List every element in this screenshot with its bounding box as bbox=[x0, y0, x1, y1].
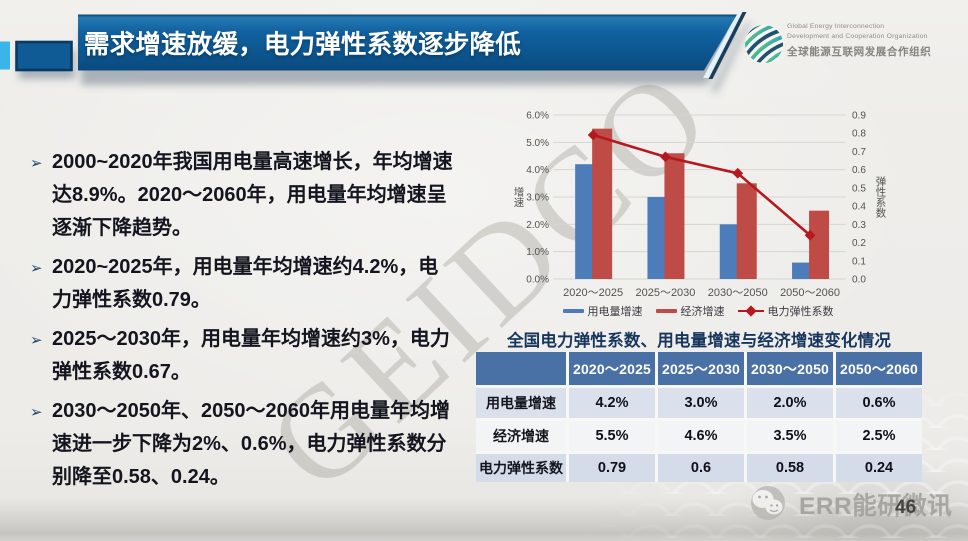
table-value-cell: 0.79 bbox=[569, 454, 655, 482]
right-axis-tick: 0.3 bbox=[852, 220, 866, 231]
table-value-cell: 0.6% bbox=[836, 388, 922, 418]
bullet-item-2: ➢ 2020~2025年，用电量年均增速约4.2%，电力弹性系数0.79。 bbox=[30, 251, 458, 317]
data-table: 2020～2025 2025～2030 2030～2050 2050～2060 用电量增… bbox=[476, 352, 922, 482]
geidco-logo: Global Energy Interconnection Developmen… bbox=[742, 20, 962, 66]
accent-rectangle bbox=[15, 40, 73, 72]
footer-watermark-text: ERR能研微讯 bbox=[799, 493, 953, 520]
left-axis-tick: 0.0% bbox=[526, 275, 549, 286]
bar-用电量增速-2025～2030 bbox=[647, 197, 668, 279]
left-axis-tick: 3.0% bbox=[526, 193, 549, 204]
left-axis-tick: 1.0% bbox=[526, 247, 549, 258]
banner-shape bbox=[78, 14, 737, 71]
left-axis-title: 增 bbox=[514, 185, 525, 198]
globe-icon bbox=[742, 22, 786, 66]
right-axis-title: 性 bbox=[876, 185, 887, 198]
bar-用电量增速-2020～2025 bbox=[575, 164, 596, 279]
legend-swatch bbox=[562, 308, 584, 314]
header-banner bbox=[0, 12, 751, 92]
bullet-item-4: ➢ 2030～2050年、2050～2060年用电量年均增速进一步下降为2%、0.… bbox=[30, 395, 458, 494]
table-value-cell: 2.5% bbox=[836, 421, 922, 451]
bar-经济增速-2050～2060 bbox=[809, 210, 830, 279]
bar-经济增速-2020～2025 bbox=[592, 128, 613, 279]
table-value-cell: 0.24 bbox=[836, 454, 922, 482]
left-axis-tick: 5.0% bbox=[526, 138, 549, 149]
table-col-header: 2025～2030 bbox=[658, 352, 744, 385]
legend-item-经济增速: 经济增速 bbox=[655, 303, 725, 319]
right-axis-tick: 0.8 bbox=[852, 129, 866, 140]
bullet-item-1: ➢ 2000~2020年我国用电量高速增长，年均增速达8.9%。2020～2060… bbox=[30, 146, 458, 245]
logo-text-en-line1: Global Energy Interconnection bbox=[787, 23, 885, 30]
bullet-arrow-icon: ➢ bbox=[30, 332, 43, 349]
wechat-icon bbox=[751, 486, 785, 520]
bullet-arrow-icon: ➢ bbox=[30, 260, 43, 277]
legend-swatch bbox=[655, 308, 677, 314]
table-col-header: 2030～2050 bbox=[747, 352, 833, 385]
right-axis-tick: 0.1 bbox=[852, 256, 866, 267]
bullet-arrow-icon: ➢ bbox=[30, 155, 43, 172]
bullet-arrow-icon: ➢ bbox=[30, 404, 43, 421]
left-axis-tick: 6.0% bbox=[526, 111, 549, 122]
bullet-text: 2000~2020年我国用电量高速增长，年均增速达8.9%。2020～2060年… bbox=[52, 151, 453, 239]
table-col-header: 2020～2025 bbox=[569, 352, 655, 385]
right-axis-tick: 0.5 bbox=[852, 183, 866, 194]
bullet-item-3: ➢ 2025～2030年，用电量年均增速约3%，电力弹性系数0.67。 bbox=[30, 323, 458, 389]
left-axis-tick: 2.0% bbox=[526, 220, 549, 231]
marker-电力弹性系数-2050～2060 bbox=[804, 229, 816, 241]
chart-legend: 用电量增速 经济增速 电力弹性系数 bbox=[525, 303, 871, 319]
x-axis-label: 2030～2050 bbox=[708, 287, 768, 299]
x-axis-label: 2050～2060 bbox=[780, 287, 840, 299]
right-axis-tick: 0.4 bbox=[852, 202, 866, 213]
logo-text-zh: 全球能源互联网发展合作组织 bbox=[787, 46, 932, 58]
legend-item-电力弹性系数: 电力弹性系数 bbox=[737, 303, 834, 319]
right-axis-title: 系 bbox=[876, 197, 887, 209]
bar-经济增速-2030～2050 bbox=[736, 183, 757, 279]
banner-diagonal-stripe bbox=[708, 12, 747, 79]
table-row-label: 经济增速 bbox=[476, 421, 566, 451]
table-row-label: 电力弹性系数 bbox=[476, 454, 566, 482]
right-axis-tick: 0.6 bbox=[852, 165, 866, 176]
legend-label: 电力弹性系数 bbox=[767, 306, 834, 318]
bullet-text: 2020~2025年，用电量年均增速约4.2%，电力弹性系数0.79。 bbox=[52, 256, 439, 311]
bullet-list: ➢ 2000~2020年我国用电量高速增长，年均增速达8.9%。2020～2060… bbox=[30, 146, 458, 500]
right-axis-tick: 0.9 bbox=[852, 111, 866, 122]
footer-watermark: ERR能研微讯 bbox=[748, 481, 968, 523]
left-axis-tick: 4.0% bbox=[526, 165, 549, 176]
table-value-cell: 4.2% bbox=[569, 388, 655, 418]
table-row-label: 用电量增速 bbox=[476, 388, 566, 418]
table-value-cell: 2.0% bbox=[747, 388, 833, 418]
left-axis-title: 速 bbox=[514, 197, 525, 209]
page-number: 46 bbox=[895, 497, 917, 518]
slide-title: 需求增速放缓，电力弹性系数逐步降低 bbox=[84, 31, 521, 59]
legend-line-swatch bbox=[737, 305, 764, 317]
line-电力弹性系数 bbox=[592, 133, 811, 237]
combo-chart: 0.0% 1.0% 2.0% 3.0% 4.0% 5.0% 6.0% 0.0 0.1 0.2 0.3… bbox=[500, 100, 900, 332]
legend-label: 用电量增速 bbox=[587, 306, 643, 318]
logo-text-en-line2: Development and Cooperation Organization bbox=[787, 33, 928, 40]
bar-经济增速-2025～2030 bbox=[664, 153, 685, 279]
table-value-cell: 4.6% bbox=[658, 421, 744, 451]
bar-用电量增速-2050～2060 bbox=[792, 262, 813, 279]
table-value-cell: 5.5% bbox=[569, 421, 655, 451]
right-axis-title: 弹 bbox=[876, 175, 887, 188]
accent-cyan-square bbox=[0, 41, 10, 70]
bar-用电量增速-2030～2050 bbox=[719, 224, 740, 279]
right-axis-title: 数 bbox=[876, 206, 887, 219]
right-axis-tick: 0.2 bbox=[852, 238, 866, 249]
table-col-header: 2050～2060 bbox=[836, 352, 922, 385]
table-value-cell: 3.0% bbox=[658, 388, 744, 418]
legend-label: 经济增速 bbox=[680, 306, 725, 318]
x-axis-label: 2020～2025 bbox=[563, 287, 623, 299]
table-value-cell: 3.5% bbox=[747, 421, 833, 451]
bullet-text: 2030～2050年、2050～2060年用电量年均增速进一步下降为2%、0.6… bbox=[52, 400, 450, 488]
table-value-cell: 0.58 bbox=[747, 454, 833, 482]
table-corner-cell bbox=[476, 352, 566, 385]
table-title: 全国电力弹性系数、用电量增速与经济增速变化情况 bbox=[506, 332, 892, 350]
legend-item-用电量增速: 用电量增速 bbox=[562, 303, 643, 319]
bullet-text: 2025～2030年，用电量年均增速约3%，电力弹性系数0.67。 bbox=[52, 328, 450, 383]
bottom-shadow-band bbox=[0, 498, 968, 541]
right-axis-tick: 0.0 bbox=[852, 275, 866, 286]
right-axis-tick: 0.7 bbox=[852, 147, 866, 158]
table-value-cell: 0.6 bbox=[658, 454, 744, 482]
x-axis-label: 2025～2030 bbox=[635, 287, 695, 299]
